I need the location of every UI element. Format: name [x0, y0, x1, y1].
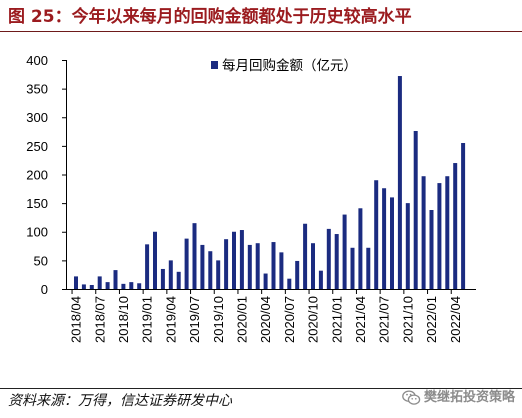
bar-series	[74, 76, 466, 290]
bar	[216, 260, 221, 290]
bar	[429, 210, 434, 289]
bar	[232, 231, 236, 289]
y-axis-ticks: 0 50 100 150 200 250 300 350 400	[26, 53, 67, 297]
bar	[421, 176, 426, 289]
x-tick-label: 2020/01	[235, 296, 250, 343]
x-tick-label: 2018/07	[92, 296, 107, 343]
y-tick-label: 100	[26, 225, 48, 240]
bar	[239, 230, 244, 289]
bar	[263, 273, 268, 289]
x-tick-label: 2019/07	[187, 296, 202, 343]
legend: 每月回购金额（亿元）	[211, 58, 357, 74]
bar	[303, 223, 308, 289]
bar	[461, 143, 466, 289]
bar	[318, 270, 323, 289]
bar	[89, 284, 94, 289]
y-tick-label: 300	[26, 110, 48, 125]
x-tick-label: 2022/01	[424, 296, 439, 343]
x-tick-label: 2019/04	[163, 296, 178, 343]
bar	[405, 203, 410, 290]
bar	[74, 276, 78, 289]
caption-divider	[0, 31, 522, 32]
bar	[287, 278, 292, 289]
bar	[113, 270, 118, 289]
bar	[437, 183, 442, 289]
bar	[382, 188, 387, 289]
bar	[279, 252, 284, 289]
bar	[105, 282, 110, 289]
bar	[145, 244, 150, 289]
bar	[97, 276, 102, 289]
watermark-text: 樊继拓投资策略	[424, 390, 516, 405]
legend-label: 每月回购金额（亿元）	[222, 58, 357, 74]
bar	[374, 180, 379, 289]
source-note: 资料来源：万得，信达证券研发中心	[8, 393, 232, 409]
x-tick-label: 2021/04	[353, 296, 368, 343]
bar	[445, 176, 450, 289]
y-tick-label: 250	[26, 139, 48, 154]
figure-caption: 图 25：今年以来每月的回购金额都处于历史较高水平	[8, 7, 412, 27]
bar	[255, 243, 260, 289]
x-tick-label: 2019/10	[211, 296, 226, 343]
y-tick-label: 200	[26, 167, 48, 182]
x-tick-label: 2018/04	[69, 296, 84, 343]
bar	[81, 284, 86, 289]
bar	[453, 163, 458, 289]
x-tick-label: 2020/07	[282, 296, 297, 343]
bar	[271, 242, 276, 289]
bar	[342, 214, 347, 289]
watermark: 樊继拓投资策略	[402, 389, 520, 407]
bar	[326, 228, 331, 289]
x-tick-label: 2020/04	[258, 296, 273, 343]
y-tick-label: 150	[26, 196, 48, 211]
x-axis-ticks: 2018/04 2018/07 2018/10 2019/01 2019/04 2019/…	[69, 289, 463, 343]
bar	[224, 239, 229, 289]
bar	[311, 243, 315, 289]
x-tick-label: 2019/01	[140, 296, 155, 343]
y-tick-label: 350	[26, 82, 48, 97]
bar	[200, 244, 205, 289]
bar	[168, 260, 173, 290]
bar	[153, 231, 157, 289]
legend-swatch	[211, 61, 218, 69]
bar	[176, 271, 181, 289]
bar	[247, 244, 252, 289]
bar	[413, 130, 418, 289]
x-tick-label: 2021/01	[329, 296, 344, 343]
x-tick-label: 2021/07	[377, 296, 392, 343]
wechat-icon	[402, 390, 421, 405]
y-tick-label: 0	[41, 282, 48, 297]
bar	[295, 260, 300, 289]
x-tick-label: 2021/10	[400, 296, 415, 343]
y-tick-label: 400	[26, 53, 48, 68]
bar	[366, 247, 371, 289]
bar	[184, 238, 189, 289]
bar	[121, 283, 126, 289]
bar	[358, 208, 363, 289]
x-tick-label: 2022/04	[448, 296, 463, 343]
bar	[160, 268, 165, 289]
bar	[208, 251, 213, 289]
bar	[334, 234, 339, 289]
bar	[137, 283, 142, 289]
bar	[390, 197, 394, 289]
bar	[129, 282, 134, 289]
bar	[192, 223, 197, 289]
bar	[397, 76, 402, 289]
x-tick-label: 2018/10	[116, 296, 131, 343]
x-tick-label: 2020/10	[306, 296, 321, 343]
y-tick-label: 50	[34, 253, 48, 268]
bar	[350, 247, 355, 289]
source-divider	[0, 388, 522, 389]
